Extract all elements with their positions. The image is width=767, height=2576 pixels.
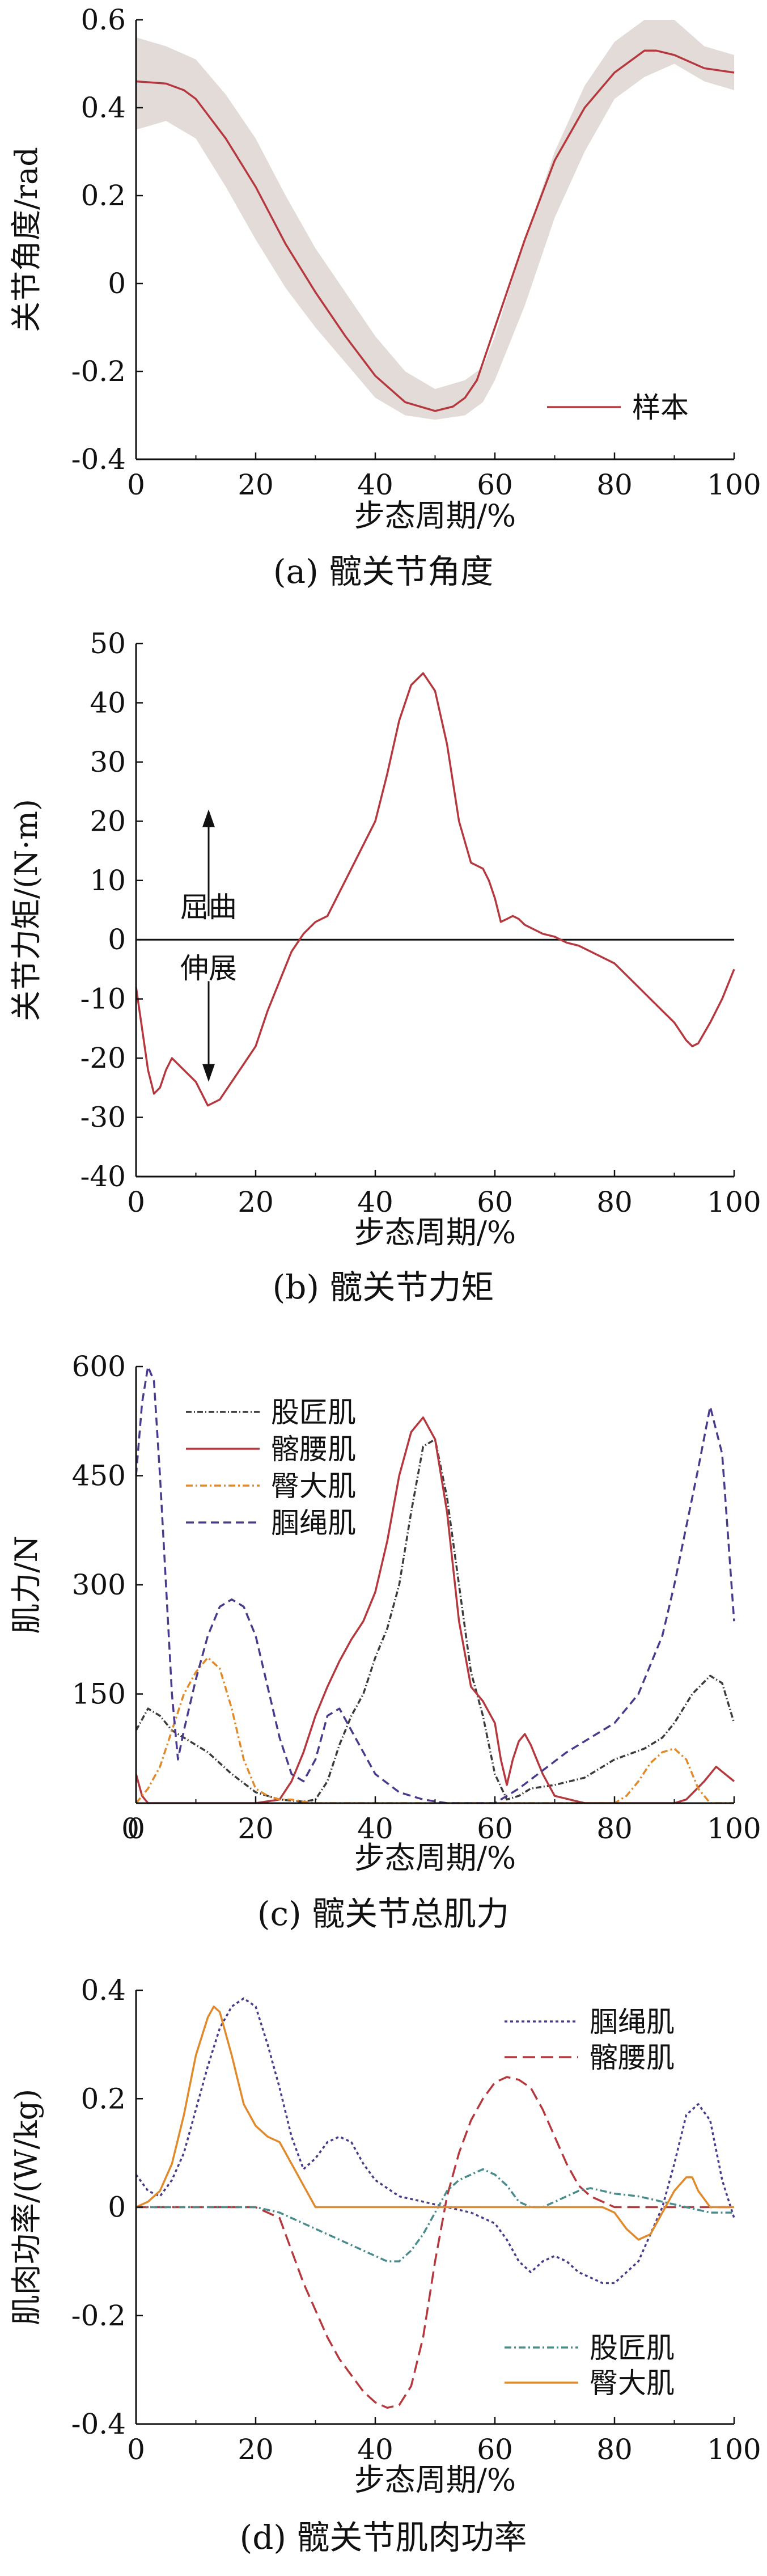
y-tick-label: 0.2	[80, 2082, 126, 2115]
legend-label: 股匠肌	[590, 2332, 675, 2364]
panel-caption: (d) 髋关节肌肉功率	[240, 2518, 527, 2557]
series-line-series-1	[135, 672, 735, 1107]
x-axis-title: 步态周期/%	[354, 1840, 516, 1876]
x-tick-label: 0	[127, 1812, 145, 1845]
series-line-髂腰肌	[135, 1416, 735, 1804]
x-tick-label: 80	[596, 1186, 633, 1219]
legend-label: 髂腰肌	[271, 1433, 356, 1466]
panel-caption: (b) 髋关节力矩	[273, 1268, 494, 1306]
x-tick-label: 100	[707, 1186, 761, 1219]
chart-panel-1: 0 20 40 60 80 100 -0.4 -0.2 0 0.2 0.4 0.6 步态周期/% 关节角度…	[9, 3, 761, 591]
y-tick-label: 0.6	[80, 3, 126, 36]
panel-caption: (c) 髋关节总肌力	[257, 1894, 509, 1933]
y-tick-label: 30	[90, 746, 126, 779]
y-tick-label: 600	[72, 1350, 126, 1383]
x-tick-label: 80	[596, 468, 633, 501]
y-axis-title: 关节角度/rad	[9, 147, 44, 332]
x-axis-title: 步态周期/%	[354, 498, 516, 534]
y-tick-label: -10	[80, 983, 126, 1016]
x-tick-label: 40	[357, 2433, 393, 2466]
y-tick-label: 0	[108, 267, 126, 300]
legend-label: 股匠肌	[271, 1396, 356, 1429]
x-tick-label: 20	[238, 1812, 274, 1845]
x-tick-label: 40	[357, 1812, 393, 1845]
x-tick-label: 60	[477, 1186, 513, 1219]
series-line-腘绳肌	[135, 1997, 735, 2285]
x-axis-title: 步态周期/%	[354, 1215, 516, 1250]
y-tick-label: 0	[108, 923, 126, 956]
series-line-样本	[135, 49, 735, 412]
y-tick-label: 40	[90, 686, 126, 719]
x-tick-label: 60	[477, 468, 513, 501]
legend-label: 样本	[632, 391, 689, 424]
arrow-up-head	[202, 809, 215, 827]
x-tick-label: 40	[357, 468, 393, 501]
y-tick-label: -30	[80, 1101, 126, 1134]
x-tick-label: 40	[357, 1186, 393, 1219]
x-tick-label: 20	[238, 1186, 274, 1219]
y-axis-title: 肌力/N	[9, 1536, 44, 1634]
x-tick-label: 100	[707, 2433, 761, 2466]
y-tick-label: -40	[80, 1160, 126, 1193]
y-tick-label: -0.4	[71, 443, 126, 476]
y-tick-label: -20	[80, 1042, 126, 1075]
y-tick-label: -0.2	[71, 2299, 126, 2332]
y-axis-title: 肌肉功率/(W/kg)	[9, 2089, 44, 2325]
chart-panel-3: 0 20 40 60 80 100 150 300 450 600 0 步态周期/% 肌力/N (c) 髋…	[9, 1350, 761, 1933]
series-line-臀大肌	[135, 2005, 734, 2241]
x-tick-label: 20	[238, 468, 274, 501]
legend-label: 臀大肌	[590, 2367, 675, 2400]
series-line-腘绳肌	[135, 1365, 735, 1804]
x-tick-label: 80	[596, 1812, 633, 1845]
legend-label: 髂腰肌	[590, 2041, 675, 2074]
y-tick-label: 450	[72, 1460, 126, 1492]
legend-label: 腘绳肌	[590, 2006, 675, 2038]
series-line-髂腰肌	[136, 2076, 734, 2409]
x-tick-label: 0	[127, 1186, 145, 1219]
x-tick-label: 0	[127, 2433, 145, 2466]
y-tick-label: 0.2	[80, 179, 126, 212]
y-tick-label: 10	[90, 864, 126, 897]
y-tick-label: 0	[108, 2191, 126, 2224]
y-tick-label: 0.4	[80, 91, 126, 124]
y-tick-label: 0.4	[80, 1974, 126, 2007]
y-tick-label: -0.2	[71, 355, 126, 388]
arrow-down-head	[202, 1064, 215, 1082]
legend-label: 腘绳肌	[271, 1507, 356, 1539]
x-tick-label: 100	[707, 1812, 761, 1845]
x-tick-label: 20	[238, 2433, 274, 2466]
y-tick-label: 300	[72, 1568, 126, 1601]
y-tick-label: 150	[72, 1678, 126, 1711]
x-tick-label: 60	[477, 2433, 513, 2466]
y-tick-label: 50	[90, 627, 126, 660]
x-tick-label: 60	[477, 1812, 513, 1845]
y-tick-label: 20	[90, 805, 126, 837]
x-axis-title: 步态周期/%	[354, 2462, 516, 2498]
series-line-股匠肌	[135, 1438, 735, 1803]
chart-panel-4: 0 20 40 60 80 100 -0.4 -0.2 0 0.2 0.4 步态周期/% 肌肉功率/(W…	[9, 1974, 761, 2557]
y-tick-label: -0.4	[71, 2408, 126, 2440]
y-axis-title: 关节力矩/(N·m)	[9, 799, 44, 1021]
x-tick-label: 100	[707, 468, 761, 501]
chart-panel-2: 0 20 40 60 80 100 -40 -30 -20 -10 0 10 20 30 40 50 步态周期/…	[9, 627, 761, 1306]
panel-caption: (a) 髋关节角度	[273, 552, 493, 591]
legend-label: 臀大肌	[271, 1470, 356, 1503]
x-tick-label: 80	[596, 2433, 633, 2466]
x-tick-label: 0	[127, 468, 145, 501]
confidence-band	[136, 20, 734, 420]
series-line-股匠肌	[136, 2168, 734, 2262]
origin-label: 0	[121, 1812, 139, 1845]
annotation-extension: 伸展	[180, 952, 237, 985]
